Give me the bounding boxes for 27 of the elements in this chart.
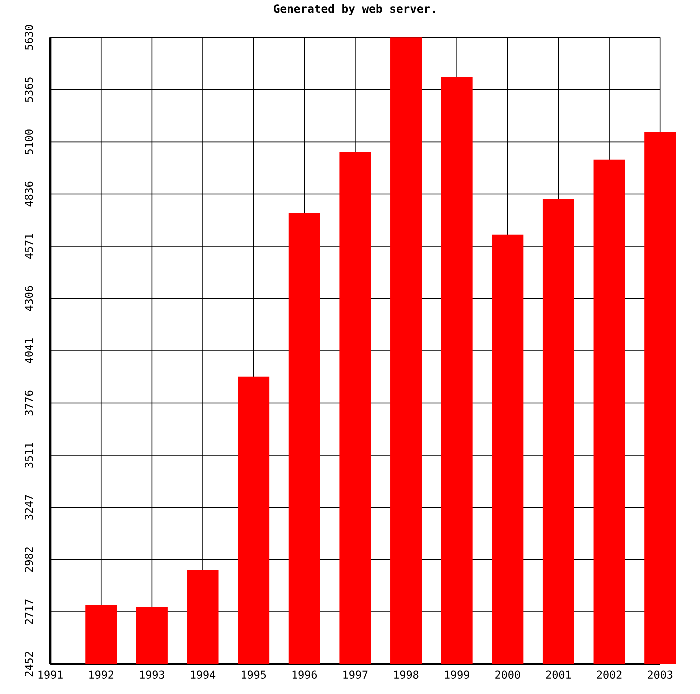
x-tick-label: 1999 — [445, 670, 470, 679]
x-tick-label: 2002 — [597, 670, 622, 679]
y-tick-label: 4571 — [25, 234, 34, 260]
x-tick-label: 1995 — [242, 670, 266, 679]
x-tick-label: 2001 — [546, 670, 572, 679]
y-tick-label: 4306 — [24, 286, 34, 312]
y-tick-label: 4041 — [24, 338, 34, 364]
chart-title: Generated by web server. — [274, 4, 436, 16]
x-tick-label: 1996 — [292, 670, 318, 679]
y-tick-label: 2982 — [24, 548, 34, 572]
y-tick-label: 3247 — [24, 495, 34, 520]
y-tick-label: 5100 — [24, 130, 34, 154]
y-tick-label: 2717 — [25, 600, 34, 624]
x-tick-label: 2000 — [496, 670, 520, 679]
y-tick-label: 5365 — [24, 78, 34, 102]
x-tick-label: 1994 — [191, 670, 216, 679]
y-tick-label: 2452 — [24, 652, 34, 677]
y-tick-label: 5630 — [24, 25, 34, 50]
y-tick-label: 3511 — [24, 443, 34, 468]
x-tick-label: 1993 — [140, 670, 164, 679]
y-tick-label: 4836 — [24, 182, 34, 207]
x-tick-label: 1997 — [344, 670, 368, 679]
x-tick-label: 1998 — [394, 670, 419, 679]
y-tick-label: 3776 — [24, 390, 34, 416]
x-tick-label: 1992 — [90, 670, 114, 679]
x-tick-label: 1991 — [38, 670, 63, 679]
x-tick-label: 2003 — [648, 670, 673, 679]
